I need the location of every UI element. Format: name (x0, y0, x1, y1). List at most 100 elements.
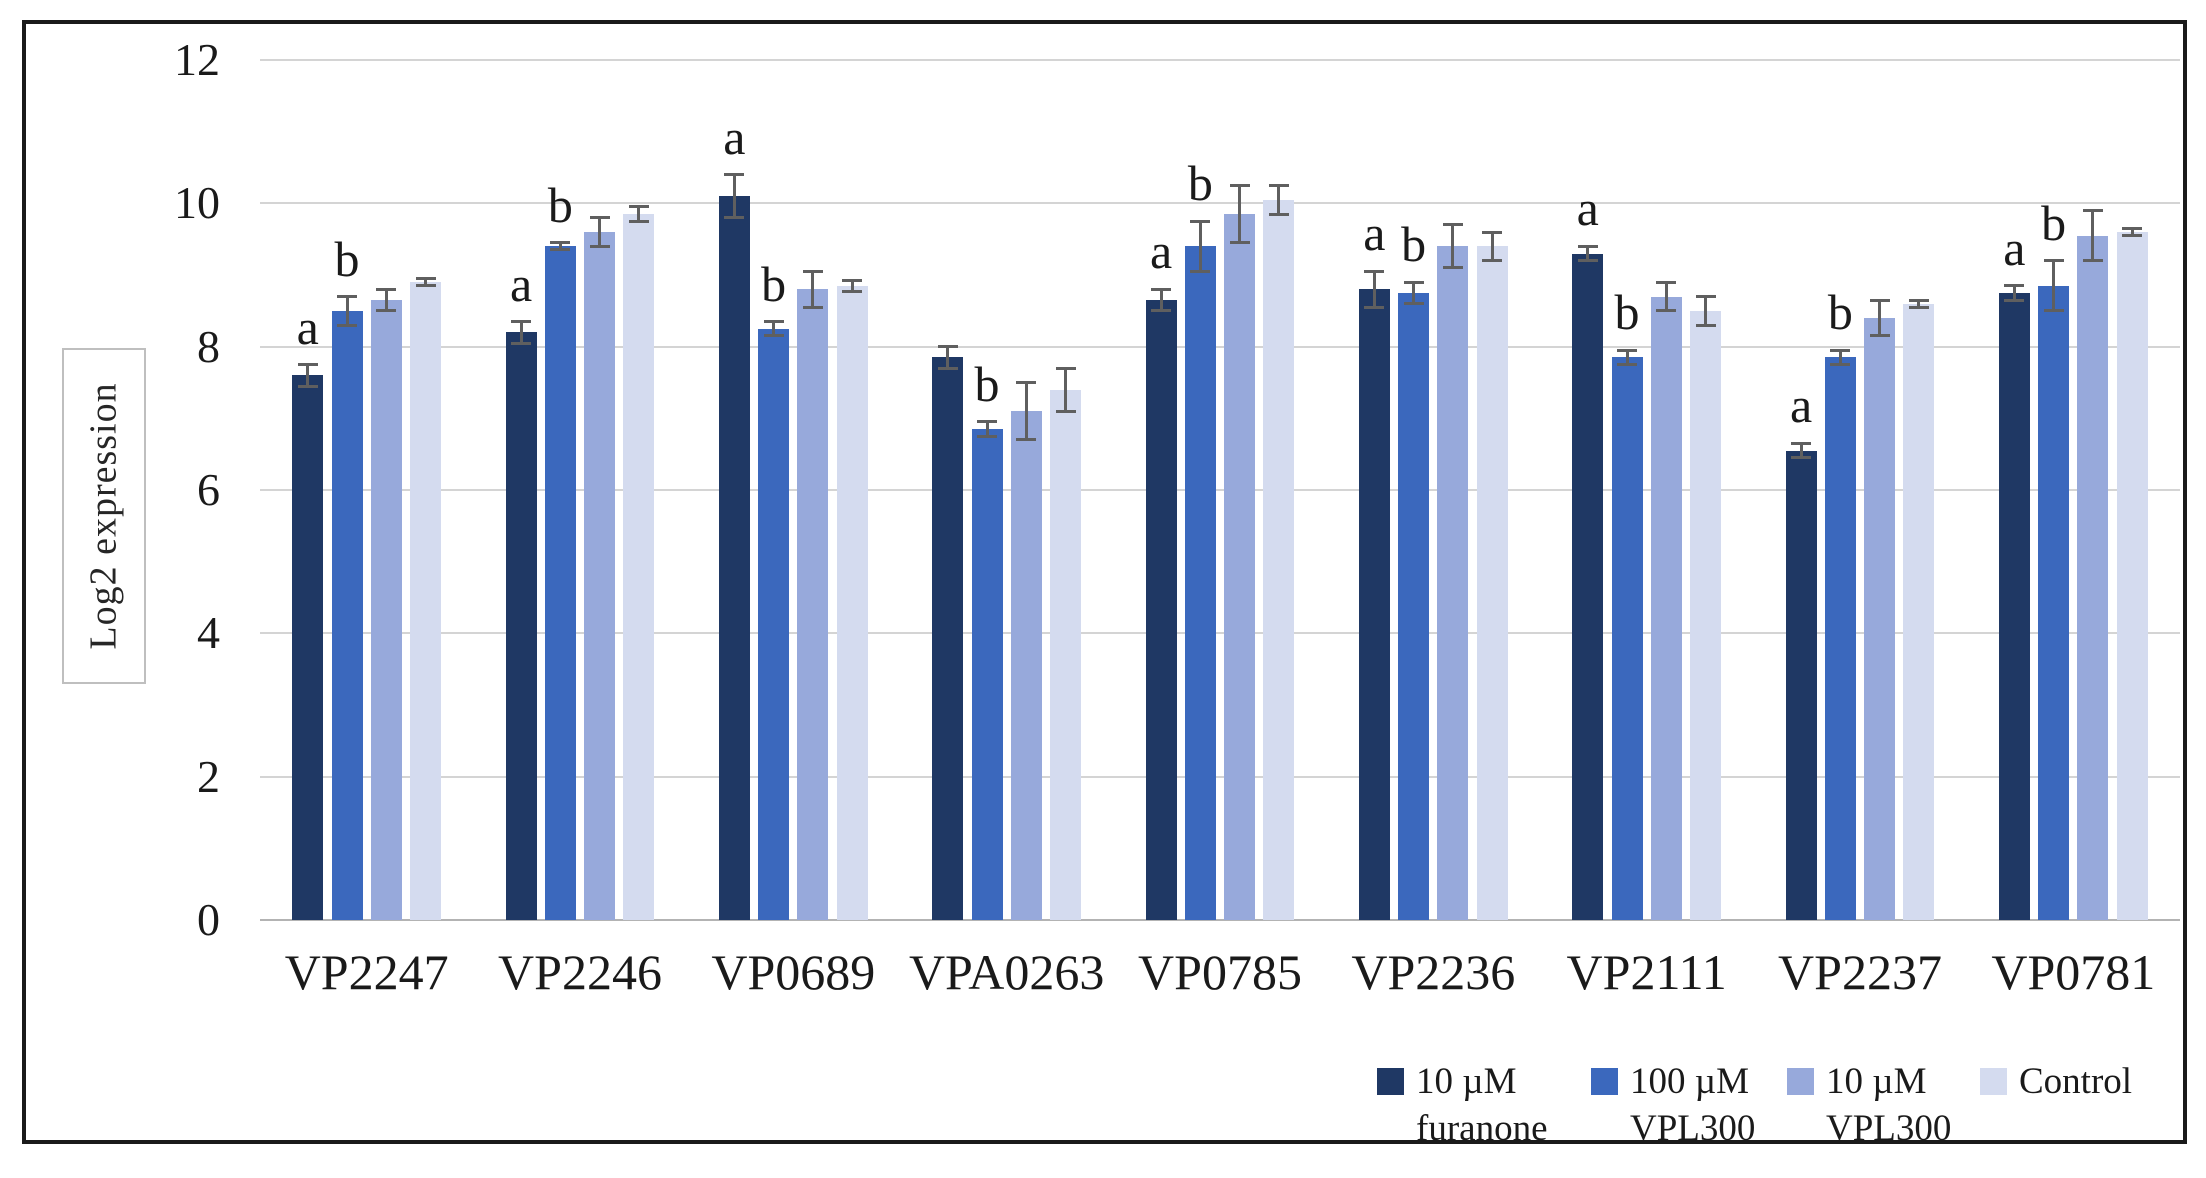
error-bar-cap (802, 269, 823, 273)
error-bar-cap (2122, 234, 2143, 238)
error-bar-cap (1617, 348, 1638, 352)
y-axis-label-box: Log2 expression (62, 348, 146, 684)
significance-letter: b (547, 176, 573, 233)
error-bar-cap (2043, 259, 2064, 263)
x-category-label: VPA0263 (908, 944, 1105, 1000)
significance-letter: b (334, 230, 360, 287)
x-category-label: VP0781 (1991, 944, 2156, 1000)
error-bar-cap (1151, 287, 1172, 291)
error-bar-cap (1016, 381, 1037, 384)
bar-VP2237-series4 (1903, 303, 1935, 920)
error-bar-cap (1791, 456, 1812, 460)
error-bar-cap (2082, 209, 2103, 212)
bar-VP2111-series4 (1690, 310, 1722, 920)
y-axis-tick-label: 8 (197, 320, 220, 372)
error-bar-cap (2043, 309, 2064, 313)
bar-VP2247-series3 (370, 300, 402, 920)
error-bar-cap (2122, 226, 2143, 230)
error-bar-cap (1482, 259, 1503, 263)
x-category-label: VP2111 (1566, 944, 1727, 1000)
error-bar-cap (1656, 280, 1677, 284)
error-bar (1238, 185, 1242, 243)
error-bar-cap (1908, 298, 1929, 302)
significance-letter: a (2003, 219, 2026, 276)
error-bar (1878, 300, 1882, 336)
error-bar (1799, 443, 1803, 458)
error-bar-cap (415, 284, 436, 288)
error-bar-cap (297, 363, 318, 367)
x-category-label: VP0689 (711, 944, 876, 1000)
error-bar (345, 296, 349, 326)
error-bar-cap (550, 248, 571, 252)
error-bar (732, 174, 736, 218)
error-bar (1490, 232, 1494, 261)
x-category-label: VP0785 (1138, 944, 1302, 1000)
bar-VP2247-series4 (410, 282, 442, 920)
bar-VP0689-series2 (758, 328, 790, 920)
error-bar-cap (763, 320, 784, 324)
error-bar (1625, 350, 1629, 365)
bar-VP2237-series3 (1864, 318, 1896, 920)
error-bar-cap (511, 341, 532, 345)
error-bar-cap (337, 323, 358, 327)
bar-VP0785-series3 (1224, 214, 1256, 920)
bar-VP0785-series1 (1145, 300, 1177, 920)
y-axis-tick-label: 0 (197, 894, 220, 945)
bar-VP2246-series4 (623, 214, 655, 920)
error-bar-cap (1229, 183, 1250, 187)
error-bar-cap (1055, 366, 1076, 370)
error-bar-cap (589, 244, 610, 248)
bar-VP2111-series2 (1611, 357, 1643, 920)
error-bar-cap (1830, 363, 1851, 367)
error-bar (424, 278, 428, 286)
error-bar (850, 280, 854, 292)
error-bar-cap (1016, 438, 1037, 442)
error-bar-cap (724, 216, 745, 220)
error-bar-cap (1617, 363, 1638, 367)
x-category-label: VP2246 (498, 944, 662, 1000)
gridline (260, 345, 2180, 348)
error-bar-cap (724, 173, 745, 177)
bar-VP0689-series3 (797, 289, 829, 920)
error-bar (1412, 282, 1416, 304)
error-bar-cap (937, 366, 958, 370)
error-bar (637, 206, 641, 222)
bar-VP2111-series1 (1572, 253, 1604, 920)
error-bar-cap (1908, 305, 1929, 309)
bar-VP0785-series2 (1184, 246, 1216, 920)
error-bar-cap (376, 287, 397, 291)
error-bar (558, 242, 562, 250)
bar-VP0781-series2 (2038, 285, 2070, 920)
gridline (260, 775, 2180, 778)
error-bar-cap (1869, 334, 1890, 338)
bar-VP2236-series3 (1437, 246, 1469, 920)
bar-VP0781-series3 (2077, 235, 2109, 920)
error-bar-cap (1268, 212, 1289, 216)
significance-letter: a (1149, 223, 1173, 280)
bar-VP0781-series4 (2116, 232, 2148, 920)
error-bar-cap (1403, 280, 1424, 284)
error-bar (1451, 224, 1455, 268)
y-axis-tick-label: 4 (197, 607, 220, 659)
error-bar (1024, 382, 1028, 440)
error-bar-cap (842, 278, 863, 282)
error-bar-cap (337, 295, 358, 298)
error-bar-cap (1442, 223, 1463, 227)
error-bar-cap (1268, 183, 1289, 187)
significance-letter: a (1363, 205, 1386, 262)
bar-VPA0263-series3 (1010, 411, 1042, 920)
error-bar-cap (1151, 309, 1172, 313)
error-bar (1372, 271, 1376, 308)
x-category-label: VP2237 (1778, 944, 1942, 1000)
bar-VP2236-series4 (1476, 246, 1508, 920)
error-bar (2052, 260, 2056, 311)
error-bar-cap (1695, 295, 1716, 298)
bar-VP0785-series4 (1263, 199, 1295, 920)
error-bar (985, 421, 989, 437)
error-bar (1917, 300, 1921, 308)
error-bar-cap (1577, 244, 1598, 248)
significance-letter: b (2041, 194, 2067, 251)
error-bar (1277, 185, 1281, 215)
y-axis-tick-label: 10 (174, 177, 220, 229)
